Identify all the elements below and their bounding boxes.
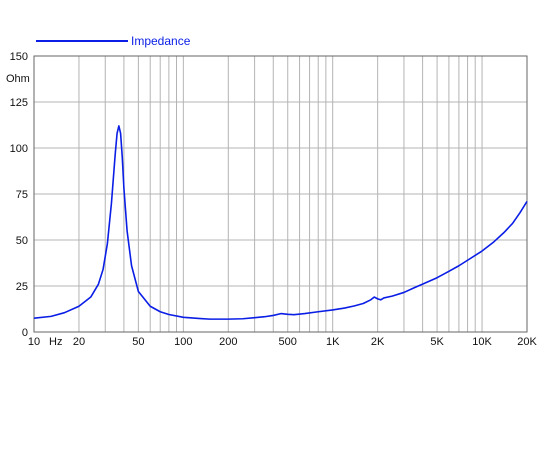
x-tick-label: 500 [279, 336, 297, 348]
x-tick-label: 10 [28, 336, 40, 348]
x-tick-label: 2K [371, 336, 385, 348]
grid-horizontal-lines [34, 101, 527, 287]
x-tick-label: 5K [430, 336, 444, 348]
y-tick-label: 75 [16, 189, 28, 201]
y-tick-label: 25 [16, 281, 28, 293]
y-axis-tick-labels: 0 25 50 75 100 125 150 [10, 51, 28, 339]
x-axis-unit-label: Hz [49, 336, 62, 348]
x-tick-label: 50 [132, 336, 144, 348]
x-tick-label: 100 [174, 336, 192, 348]
x-tick-label: 1K [326, 336, 340, 348]
x-axis-tick-labels: 10 20 50 100 200 500 1K 2K 5K 10K 20K [28, 336, 538, 348]
x-tick-label: 20 [73, 336, 85, 348]
y-tick-label: 100 [10, 143, 28, 155]
y-tick-label: 50 [16, 235, 28, 247]
impedance-series-line [33, 125, 528, 320]
y-tick-label: 150 [10, 51, 28, 63]
y-axis-label: Ohm [6, 73, 30, 85]
x-tick-label: 200 [219, 336, 237, 348]
legend: Impedance [36, 34, 191, 48]
y-tick-label: 125 [10, 97, 28, 109]
y-tick-label: 0 [22, 327, 28, 339]
x-tick-label: 20K [517, 336, 537, 348]
legend-series-label: Impedance [131, 34, 191, 48]
x-tick-label: 10K [472, 336, 492, 348]
plot-area-frame [33, 55, 528, 333]
